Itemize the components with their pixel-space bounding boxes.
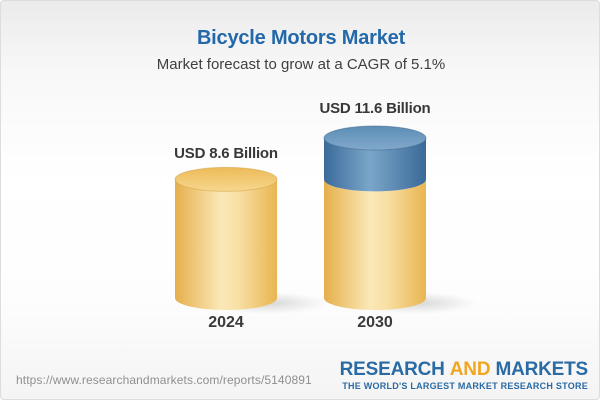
cylinder-chart	[174, 125, 477, 314]
cylinder-top-gold	[174, 166, 278, 192]
bar-value-label-2024: USD 8.6 Billion	[174, 145, 278, 162]
bar-year-label-2030: 2030	[357, 314, 393, 331]
brand-logo: RESEARCH AND MARKETS THE WORLD'S LARGEST…	[339, 359, 589, 391]
chart-title: Bicycle Motors Market	[196, 27, 406, 49]
cylinder-body-gold	[324, 179, 426, 310]
report-url: https://www.researchandmarkets.com/repor…	[16, 373, 312, 387]
cylinder-top-blue	[323, 125, 427, 151]
logo-word-and: AND	[449, 359, 491, 380]
bar-value-label-2030: USD 11.6 Billion	[319, 100, 431, 117]
brand-tagline: THE WORLD'S LARGEST MARKET RESEARCH STOR…	[342, 381, 588, 391]
chart-subtitle: Market forecast to grow at a CAGR of 5.1…	[156, 56, 446, 73]
bar-year-label-2024: 2024	[208, 314, 244, 331]
logo-word-markets: MARKETS	[495, 359, 588, 380]
cylinder-body-gold	[175, 179, 277, 310]
brand-logo-wordmark: RESEARCH AND MARKETS	[339, 359, 589, 380]
cylinder-bars	[174, 125, 477, 314]
logo-word-research: RESEARCH	[339, 359, 445, 380]
cylinder-body-blue	[324, 138, 426, 192]
